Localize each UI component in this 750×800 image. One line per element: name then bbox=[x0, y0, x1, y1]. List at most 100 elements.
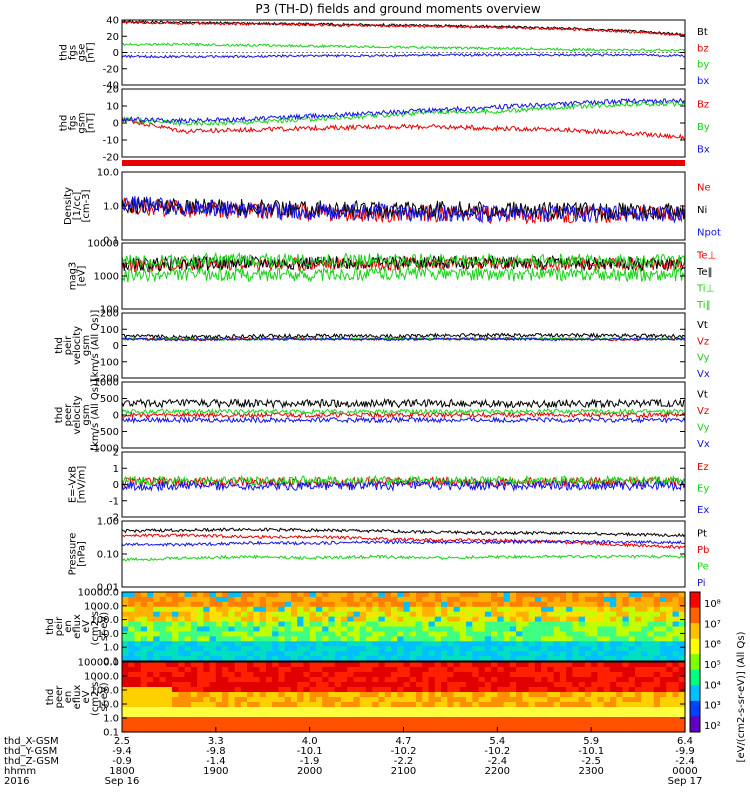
spec-cell bbox=[178, 616, 186, 623]
spec-cell bbox=[578, 631, 586, 637]
spec-cell bbox=[484, 616, 492, 623]
spec-cell bbox=[472, 621, 480, 628]
spec-cell bbox=[190, 702, 198, 708]
spec-cell bbox=[553, 616, 561, 623]
spec-cell bbox=[340, 651, 348, 657]
spec-cell bbox=[659, 616, 667, 623]
spec-cell bbox=[209, 651, 217, 657]
spec-cell bbox=[128, 596, 136, 603]
spec-cell bbox=[315, 611, 323, 618]
spec-cell bbox=[365, 651, 373, 657]
spec-cell bbox=[234, 697, 242, 703]
spec-cell bbox=[434, 692, 442, 698]
spec-cell bbox=[553, 682, 561, 688]
spec-cell bbox=[140, 722, 148, 728]
spec-cell bbox=[222, 636, 229, 642]
spec-cell bbox=[209, 631, 217, 637]
spec-cell bbox=[416, 592, 423, 598]
spec-cell bbox=[384, 697, 392, 703]
spec-cell bbox=[609, 646, 617, 652]
spec-cell bbox=[622, 606, 630, 613]
spec-cell bbox=[528, 651, 536, 657]
spec-cell bbox=[384, 592, 392, 598]
spec-cell bbox=[159, 717, 167, 723]
spec-cell bbox=[634, 626, 642, 633]
colorbar-segment bbox=[690, 638, 700, 655]
spec-cell bbox=[172, 616, 179, 623]
spec-cell bbox=[284, 662, 292, 668]
spec-cell bbox=[209, 667, 217, 673]
spec-cell bbox=[315, 697, 323, 703]
spec-cell bbox=[409, 636, 417, 642]
spec-cell bbox=[340, 596, 348, 603]
spec-cell bbox=[322, 606, 330, 613]
spec-cell bbox=[541, 592, 548, 598]
spec-cell bbox=[628, 677, 636, 683]
spec-cell bbox=[278, 662, 286, 668]
spec-cell bbox=[234, 712, 242, 718]
spec-cell bbox=[365, 687, 373, 693]
spec-cell bbox=[453, 687, 461, 693]
legend-Ti‖: Ti‖ bbox=[696, 300, 711, 311]
y-axis-label: thdpeirenefluxeV(cm2-s-sr-eV) bbox=[45, 607, 110, 645]
spec-cell bbox=[234, 616, 242, 623]
spec-cell bbox=[259, 646, 267, 652]
spec-cell bbox=[178, 692, 186, 698]
spec-cell bbox=[634, 601, 642, 608]
spec-cell bbox=[328, 687, 336, 693]
spec-cell bbox=[672, 606, 680, 613]
spec-cell bbox=[347, 636, 355, 642]
spec-cell bbox=[578, 672, 586, 678]
spec-cell bbox=[666, 646, 674, 652]
spec-cell bbox=[147, 682, 154, 688]
spec-cell bbox=[453, 662, 461, 668]
spec-cell bbox=[253, 727, 261, 733]
spec-cell bbox=[584, 631, 592, 637]
spec-cell bbox=[165, 616, 173, 623]
spec-cell bbox=[322, 601, 330, 608]
spec-cell bbox=[572, 646, 580, 652]
spec-cell bbox=[122, 606, 129, 613]
spec-cell bbox=[484, 606, 492, 613]
spec-cell bbox=[547, 611, 555, 618]
spec-cell bbox=[678, 631, 686, 637]
spec-cell bbox=[603, 621, 611, 628]
spec-cell bbox=[497, 656, 505, 662]
spec-cell bbox=[228, 656, 236, 662]
spec-cell bbox=[491, 682, 498, 688]
spec-cell bbox=[397, 626, 405, 633]
spec-cell bbox=[265, 646, 273, 652]
spec-cell bbox=[240, 712, 248, 718]
spec-cell bbox=[172, 677, 179, 683]
spec-cell bbox=[272, 662, 279, 668]
spec-cell bbox=[234, 636, 242, 642]
spec-cell bbox=[678, 646, 686, 652]
xaxis-row-label: thd_Y-GSM bbox=[4, 746, 57, 757]
series-Vt bbox=[121, 332, 686, 340]
spec-cell bbox=[172, 641, 179, 647]
spec-cell bbox=[322, 636, 330, 642]
spec-cell bbox=[340, 631, 348, 637]
spec-cell bbox=[547, 636, 555, 642]
spec-cell bbox=[578, 682, 586, 688]
spec-cell bbox=[347, 631, 355, 637]
spec-cell bbox=[572, 667, 580, 673]
spec-cell bbox=[328, 601, 336, 608]
spec-cell bbox=[172, 702, 179, 708]
spec-cell bbox=[322, 702, 330, 708]
spec-cell bbox=[578, 651, 586, 657]
spec-cell bbox=[478, 667, 486, 673]
spec-cell bbox=[478, 662, 486, 668]
spec-cell bbox=[134, 667, 142, 673]
xaxis-value: 4.0 bbox=[302, 736, 318, 747]
spec-cell bbox=[359, 707, 367, 713]
spec-cell bbox=[334, 707, 342, 713]
spec-cell bbox=[484, 646, 492, 652]
spec-cell bbox=[190, 707, 198, 713]
spec-cell bbox=[509, 596, 517, 603]
spec-cell bbox=[247, 601, 254, 608]
spec-cell bbox=[409, 651, 417, 657]
spec-cell bbox=[528, 697, 536, 703]
spec-cell bbox=[228, 687, 236, 693]
spec-cell bbox=[147, 592, 154, 598]
